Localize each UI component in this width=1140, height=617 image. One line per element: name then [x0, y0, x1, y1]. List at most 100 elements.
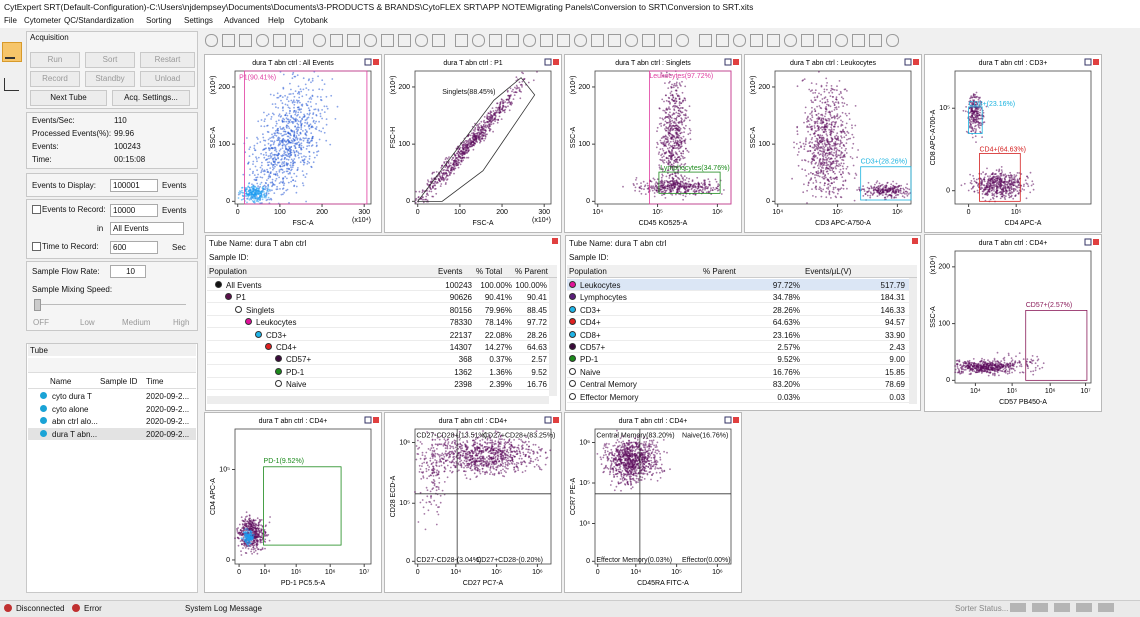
event-dot	[838, 93, 841, 96]
events-to-record-input[interactable]: 10000	[110, 204, 158, 217]
event-dot	[696, 176, 699, 179]
flow-rate-input[interactable]: 10	[110, 265, 146, 278]
event-dot	[821, 150, 823, 153]
event-dot	[303, 158, 306, 160]
event-dot	[478, 133, 481, 136]
gate-select[interactable]: All Events	[110, 222, 184, 235]
event-dot	[278, 161, 281, 164]
event-dot	[671, 173, 674, 176]
event-dot	[835, 106, 838, 109]
event-dot	[656, 126, 659, 129]
event-dot	[978, 127, 981, 129]
event-dot	[831, 91, 834, 94]
event-dot	[248, 191, 251, 194]
event-dot	[678, 178, 681, 180]
event-dot	[258, 198, 260, 201]
x-tick-label: 100	[454, 209, 466, 216]
event-dot	[707, 191, 710, 194]
analysis-icon[interactable]	[4, 78, 19, 91]
event-dot	[839, 164, 842, 167]
event-dot	[678, 159, 681, 162]
gate	[649, 70, 732, 205]
event-dot	[815, 114, 818, 116]
event-dot	[673, 160, 676, 162]
event-dot	[804, 169, 807, 172]
event-dot	[515, 76, 518, 79]
event-dot	[301, 170, 304, 172]
event-dot	[277, 162, 279, 164]
events-to-display-input[interactable]: 100001	[110, 179, 158, 192]
event-dot	[811, 152, 814, 155]
event-dot	[830, 89, 832, 92]
event-dot	[266, 171, 269, 173]
event-dot	[677, 86, 679, 89]
event-dot	[256, 169, 258, 172]
time-to-record-input[interactable]: 600	[110, 241, 158, 254]
event-dot	[483, 116, 486, 118]
event-dot	[287, 153, 290, 155]
event-dot	[312, 113, 314, 116]
event-dot	[1031, 180, 1034, 183]
event-dot	[1013, 177, 1016, 180]
event-dot	[809, 113, 811, 115]
event-dot	[487, 124, 489, 127]
event-dot	[796, 85, 799, 88]
event-dot	[250, 186, 253, 189]
event-dot	[1000, 169, 1003, 171]
plot-title: dura T abn ctrl : CD4+	[979, 240, 1048, 247]
event-dot	[679, 110, 682, 113]
event-dot	[270, 116, 273, 118]
event-dot	[257, 138, 259, 140]
event-dot	[872, 187, 875, 190]
checkbox[interactable]	[32, 205, 41, 214]
event-dot	[825, 130, 827, 133]
event-dot	[661, 98, 664, 101]
event-dot	[479, 139, 482, 142]
event-dot	[996, 370, 998, 372]
event-dot	[976, 103, 979, 106]
event-dot	[477, 125, 480, 128]
event-dot	[876, 195, 879, 198]
event-dot	[974, 108, 977, 111]
event-dot	[665, 71, 668, 74]
event-dot	[821, 101, 824, 104]
event-dot	[263, 148, 265, 151]
event-dot	[881, 188, 884, 191]
event-dot	[275, 150, 278, 153]
event-dot	[998, 184, 1001, 187]
event-dot	[466, 151, 469, 154]
event-dot	[832, 96, 834, 98]
event-dot	[308, 113, 311, 116]
event-dot	[846, 90, 848, 92]
checkbox[interactable]	[32, 242, 41, 251]
event-dot	[826, 149, 829, 152]
slider-thumb[interactable]	[34, 299, 41, 311]
event-dot	[304, 132, 307, 135]
event-dot	[305, 155, 307, 158]
event-dot	[659, 117, 661, 119]
event-dot	[273, 184, 276, 186]
event-dot	[674, 129, 677, 132]
event-dot	[267, 186, 270, 188]
event-dot	[669, 180, 672, 183]
event-dot	[669, 108, 671, 111]
event-dot	[813, 120, 816, 123]
event-dot	[287, 100, 290, 103]
event-dot	[678, 101, 681, 103]
event-dot	[660, 188, 663, 191]
event-dot	[890, 194, 892, 197]
event-dot	[822, 157, 824, 160]
event-dot	[461, 151, 464, 154]
event-dot	[288, 112, 291, 115]
event-dot	[447, 166, 449, 168]
event-dot	[885, 193, 888, 196]
event-dot	[682, 198, 684, 201]
event-dot	[830, 137, 833, 140]
y-tick-label: 100	[578, 141, 590, 148]
event-dot	[298, 91, 300, 93]
event-dot	[312, 135, 314, 138]
event-dot	[1013, 174, 1016, 176]
event-dot	[866, 191, 869, 194]
event-dot	[272, 154, 274, 156]
event-dot	[842, 129, 844, 132]
